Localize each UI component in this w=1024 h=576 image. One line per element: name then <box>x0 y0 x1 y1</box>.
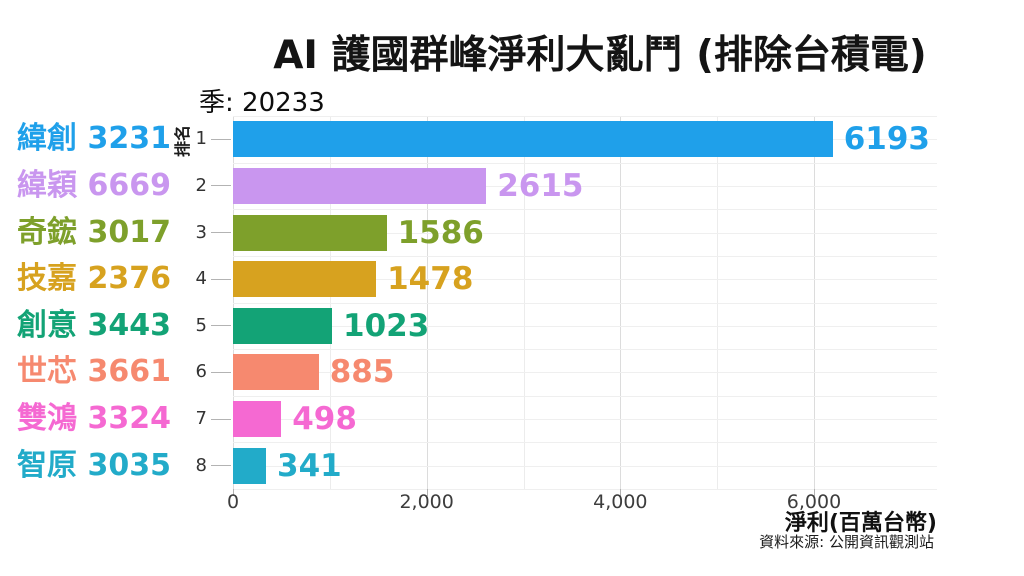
company-label: 技嘉 2376 <box>17 261 171 297</box>
gridline-row <box>233 419 937 421</box>
gridline-row <box>233 209 937 211</box>
bar-value: 885 <box>329 354 395 391</box>
bar <box>233 121 833 158</box>
rank-label: 3 <box>195 221 207 243</box>
bar-value: 1478 <box>387 261 474 298</box>
y-tick <box>211 465 231 467</box>
gridline-row <box>233 302 937 304</box>
x-tick <box>620 489 622 496</box>
gridline-row <box>233 279 937 281</box>
gridline-row <box>233 232 937 234</box>
y-tick <box>211 185 231 187</box>
y-tick <box>211 418 231 420</box>
company-label: 奇鋐 3017 <box>17 214 171 250</box>
x-tick-label: 0 <box>226 491 240 513</box>
x-tick <box>814 489 815 496</box>
bar-value: 498 <box>292 401 357 438</box>
x-axis-title: 淨利(百萬台幣) <box>784 511 937 536</box>
rank-label: 7 <box>195 408 207 430</box>
company-label: 世芯 3661 <box>17 354 171 390</box>
y-axis-title: 排名 <box>173 124 192 158</box>
quarter-label: 季: 20233 <box>199 88 325 118</box>
y-tick <box>211 371 231 373</box>
bar <box>233 447 267 484</box>
bar <box>233 401 282 438</box>
gridline-row <box>233 372 937 374</box>
rank-label: 6 <box>195 361 207 383</box>
rank-label: 4 <box>195 268 207 290</box>
rank-label: 8 <box>195 454 207 476</box>
y-tick <box>211 232 231 234</box>
company-label: 雙鴻 3324 <box>17 401 171 437</box>
bar <box>233 214 387 251</box>
y-tick <box>211 138 231 140</box>
rank-label: 2 <box>195 174 207 196</box>
gridline-row <box>233 325 937 327</box>
x-tick <box>233 489 234 496</box>
bar-value: 6193 <box>843 121 930 158</box>
company-label: 創意 3443 <box>17 307 171 343</box>
gridline-row <box>233 395 937 397</box>
bar <box>233 354 319 391</box>
gridline-row <box>233 465 937 467</box>
x-tick <box>426 489 428 496</box>
x-tick-label: 6,000 <box>786 491 842 513</box>
gridline-row <box>233 185 937 187</box>
bar-value: 1586 <box>397 214 484 251</box>
gridline-row <box>233 442 937 444</box>
x-tick-label: 4,000 <box>593 491 648 513</box>
x-tick-label: 2,000 <box>399 491 454 513</box>
gridline-row <box>233 255 937 257</box>
gridline-row <box>233 116 937 117</box>
company-label: 緯穎 6669 <box>17 167 171 203</box>
bar-value: 341 <box>277 447 342 484</box>
chart-title: AI 護國群峰淨利大亂鬥 (排除台積電) <box>273 33 927 78</box>
bar <box>233 167 487 204</box>
bar-value: 2615 <box>497 167 584 204</box>
y-tick <box>211 325 231 327</box>
bar-value: 1023 <box>343 307 430 344</box>
rank-label: 1 <box>195 128 207 150</box>
rank-label: 5 <box>195 314 207 336</box>
gridline-row <box>233 162 937 164</box>
bar <box>233 307 333 344</box>
y-tick <box>211 278 231 280</box>
company-label: 緯創 3231 <box>17 121 171 157</box>
gridline-row <box>233 349 937 351</box>
company-label: 智原 3035 <box>17 447 171 483</box>
gridline-row <box>233 489 937 490</box>
source-note: 資料來源: 公開資訊觀測站 <box>759 533 934 551</box>
bar <box>233 261 377 298</box>
